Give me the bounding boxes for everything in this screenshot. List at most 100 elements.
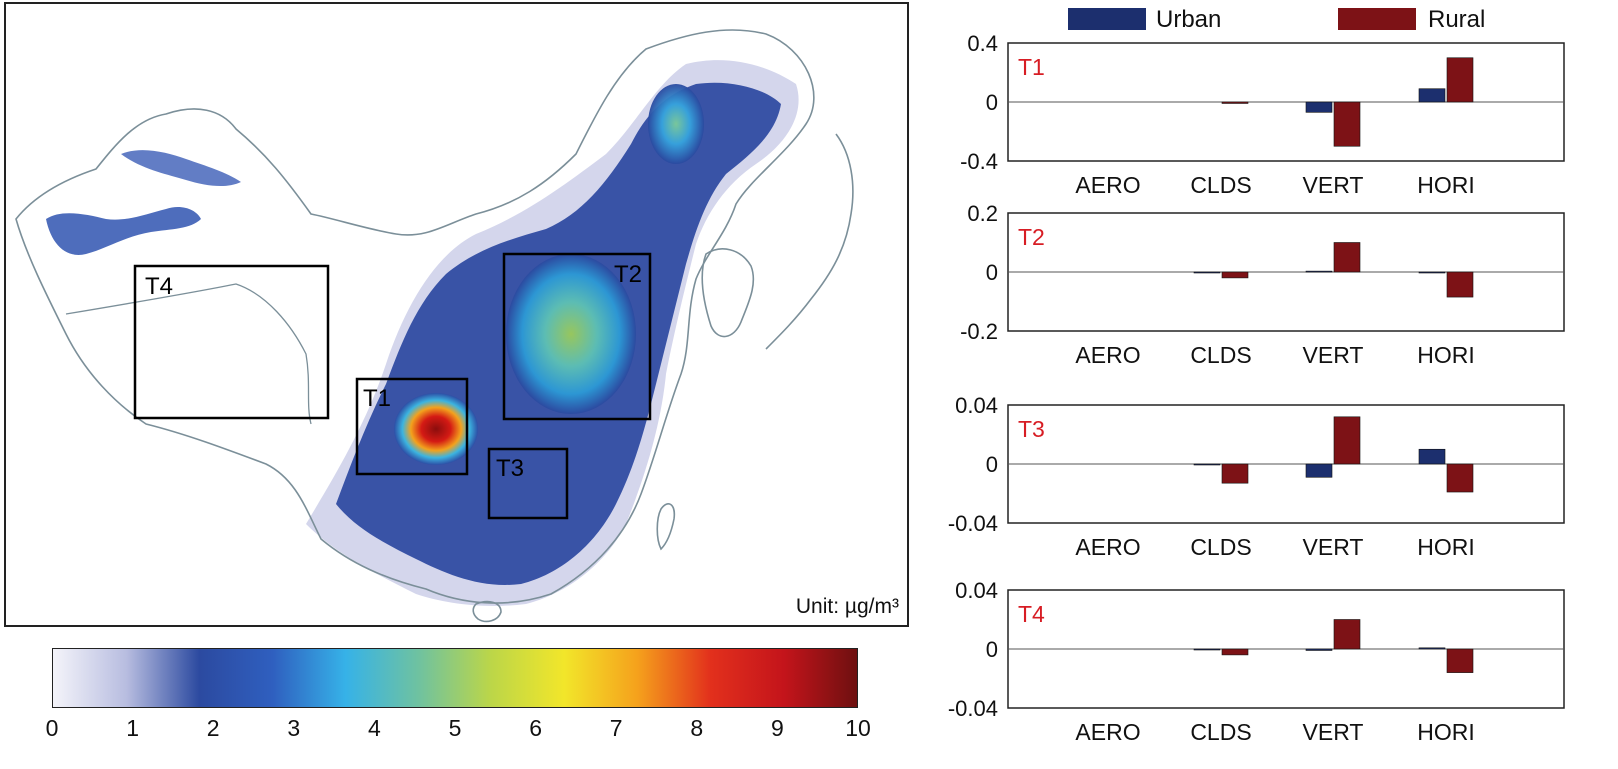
map-svg: T1 T2 T3 T4 <box>15 29 854 623</box>
bar-rural-vert <box>1333 101 1361 147</box>
x-category-label: HORI <box>1417 342 1475 368</box>
unit-label: Unit: µg/m³ <box>795 595 899 618</box>
x-category-label: AERO <box>1075 342 1140 368</box>
y-tick-label: -0.04 <box>948 696 998 721</box>
box-t2 <box>502 252 652 421</box>
bar-urban-vert <box>1305 648 1333 651</box>
panel-label: T4 <box>1018 601 1045 627</box>
box-t2-label: T2 <box>614 261 642 288</box>
china-outline <box>15 29 815 604</box>
legend: Urban Rural <box>1068 6 1485 33</box>
hainan-outline <box>472 600 502 623</box>
x-category-label: CLDS <box>1190 342 1251 368</box>
bar-rural-vert <box>1333 416 1361 465</box>
bar-urban-hori <box>1418 271 1446 274</box>
legend-urban-label: Urban <box>1156 6 1221 33</box>
colorbar-tick-label: 4 <box>367 715 381 741</box>
y-tick-label: -0.4 <box>960 149 998 174</box>
pm-concentration-map: T1 T2 T3 T4 Unit: µg/m³ <box>4 2 909 627</box>
y-tick-label: 0.4 <box>967 31 998 56</box>
colorbar-tick-label: 6 <box>529 715 542 741</box>
bar-urban-clds <box>1193 463 1221 466</box>
x-category-label: HORI <box>1417 719 1475 745</box>
x-category-label: CLDS <box>1190 534 1251 560</box>
bar-panel-t4: 0.04 0 -0.04 T4 AERO CLDS VERT HORI <box>948 578 1565 745</box>
box-t1 <box>355 377 469 476</box>
y-tick-label: 0 <box>986 452 998 477</box>
colorbar-tick-label: 7 <box>609 715 623 741</box>
bar-rural-hori <box>1446 57 1474 103</box>
x-category-label: VERT <box>1303 719 1364 745</box>
x-category-label: AERO <box>1075 534 1140 560</box>
y-tick-label: 0 <box>986 90 998 115</box>
x-category-label: HORI <box>1417 172 1475 198</box>
bar-urban-vert <box>1305 270 1333 273</box>
bar-rural-clds <box>1221 271 1249 279</box>
x-category-label: VERT <box>1303 534 1364 560</box>
bar-panel-t3: 0.04 0 -0.04 T3 AERO CLDS VERT HORI <box>948 393 1565 560</box>
bar-rural-clds <box>1221 101 1249 104</box>
y-tick-label: 0.2 <box>967 201 998 226</box>
box-t4-label: T4 <box>145 273 173 300</box>
bar-urban-clds <box>1193 648 1221 651</box>
x-category-label: CLDS <box>1190 719 1251 745</box>
y-tick-label: -0.2 <box>960 319 998 344</box>
taiwan-outline <box>656 503 676 551</box>
northwest-patch-2 <box>121 150 241 187</box>
colorbar-tick-label: 3 <box>287 715 301 741</box>
colorbar-tick-label: 0 <box>45 715 59 741</box>
y-tick-label: 0 <box>986 637 998 662</box>
bar-rural-hori <box>1446 648 1474 673</box>
y-tick-label: 0 <box>986 260 998 285</box>
colorbar <box>52 648 858 708</box>
colorbar-tick-label: 8 <box>690 715 704 741</box>
northwest-patch-1 <box>46 207 201 255</box>
y-tick-label: 0.04 <box>955 393 998 418</box>
bar-rural-hori <box>1446 463 1474 493</box>
panel-label: T2 <box>1018 224 1045 250</box>
bar-rural-clds <box>1221 463 1249 484</box>
x-category-label: AERO <box>1075 719 1140 745</box>
x-category-label: AERO <box>1075 172 1140 198</box>
bar-panel-t2: 0.2 0 -0.2 T2 AERO CLDS VERT HORI <box>960 201 1565 368</box>
colorbar-tick-label: 10 <box>845 715 871 741</box>
x-category-label: HORI <box>1417 534 1475 560</box>
x-category-label: CLDS <box>1190 172 1251 198</box>
x-category-label: VERT <box>1303 342 1364 368</box>
box-t4 <box>133 264 330 420</box>
y-tick-label: 0.04 <box>955 578 998 603</box>
internal-boundary <box>65 283 312 425</box>
bar-rural-vert <box>1333 619 1361 650</box>
northeast-hotspot <box>648 84 704 164</box>
box-t3-label: T3 <box>496 455 524 482</box>
bar-rural-hori <box>1446 271 1474 298</box>
bar-panel-t1: 0.4 0 -0.4 T1 AERO CLDS VERT HORI <box>960 31 1565 198</box>
bar-panels: 0.4 0 -0.4 T1 AERO CLDS VERT HORI 0.2 0 -0.2 T2 AERO… <box>948 31 1565 745</box>
colorbar-tick-label: 5 <box>448 715 462 741</box>
sichuan-hotspot <box>394 393 478 465</box>
legend-urban-swatch <box>1068 8 1146 30</box>
korea-outline <box>701 248 755 338</box>
panel-label: T1 <box>1018 54 1045 80</box>
colorbar-tick-label: 1 <box>126 715 139 741</box>
bar-urban-hori <box>1418 88 1446 103</box>
bar-rural-clds <box>1221 648 1249 656</box>
bar-urban-hori <box>1418 647 1446 650</box>
box-t3 <box>487 447 569 520</box>
box-t1-label: T1 <box>363 385 391 412</box>
y-tick-label: -0.04 <box>948 511 998 536</box>
legend-rural-swatch <box>1338 8 1416 30</box>
bar-rural-vert <box>1333 242 1361 273</box>
bar-urban-vert <box>1305 463 1333 478</box>
bar-urban-clds <box>1193 271 1221 274</box>
north-china-plain-hotspot <box>506 254 636 414</box>
x-category-label: VERT <box>1303 172 1364 198</box>
legend-rural-label: Rural <box>1428 6 1485 33</box>
bar-urban-hori <box>1418 448 1446 465</box>
colorbar-tick-label: 2 <box>206 715 220 741</box>
bar-urban-vert <box>1305 101 1333 113</box>
colorbar-tick-label: 9 <box>770 715 784 741</box>
japan-outline <box>765 133 854 350</box>
panel-label: T3 <box>1018 416 1045 442</box>
